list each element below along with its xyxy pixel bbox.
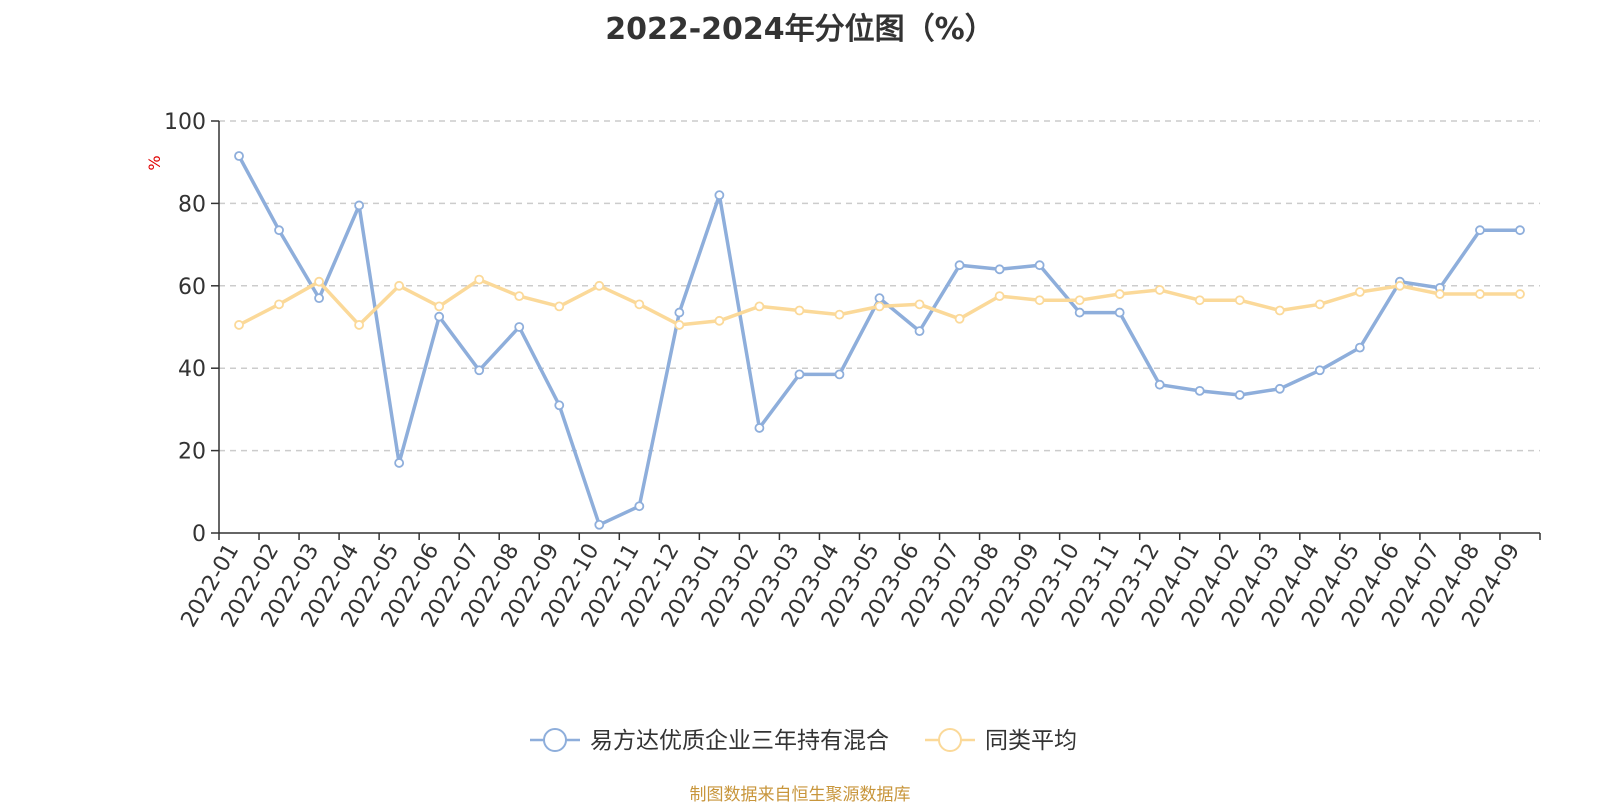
series-layer [234, 151, 1525, 530]
data-point[interactable] [1515, 225, 1525, 236]
data-point[interactable] [1475, 225, 1485, 236]
data-point[interactable] [1034, 260, 1045, 271]
data-point[interactable] [394, 458, 405, 468]
data-point[interactable] [314, 293, 324, 304]
y-tick-label: 80 [178, 192, 206, 217]
legend-item-0[interactable]: 易方达优质企业三年持有混合 [530, 728, 889, 754]
data-point[interactable] [1354, 287, 1365, 297]
data-point[interactable] [434, 311, 445, 322]
data-point[interactable] [554, 400, 565, 411]
legend-label: 易方达优质企业三年持有混合 [590, 728, 889, 754]
data-point[interactable] [1114, 289, 1125, 299]
data-point[interactable] [1435, 289, 1445, 299]
data-point[interactable] [1074, 307, 1085, 318]
data-point[interactable] [474, 365, 485, 376]
y-tick-label: 60 [178, 275, 206, 300]
data-point[interactable] [594, 519, 605, 530]
data-point[interactable] [1274, 305, 1285, 316]
data-point[interactable] [274, 225, 284, 236]
data-point[interactable] [354, 200, 365, 211]
data-point[interactable] [234, 320, 244, 330]
data-point[interactable] [1194, 295, 1205, 306]
data-point[interactable] [1475, 289, 1485, 299]
data-point[interactable] [914, 299, 925, 310]
data-point[interactable] [994, 291, 1005, 302]
chart-title: 2022-2024年分位图（%） [605, 12, 995, 47]
data-point[interactable] [394, 280, 405, 291]
data-point[interactable] [1234, 295, 1245, 306]
y-tick-label: 0 [192, 522, 206, 547]
data-point[interactable] [274, 299, 284, 310]
data-point[interactable] [794, 305, 805, 316]
data-point[interactable] [674, 307, 685, 318]
series-0 [234, 151, 1525, 530]
data-point[interactable] [1034, 295, 1045, 306]
data-point[interactable] [1194, 385, 1205, 396]
data-point[interactable] [594, 280, 605, 291]
data-point[interactable] [1074, 295, 1085, 306]
data-point[interactable] [554, 301, 565, 312]
data-point[interactable] [714, 190, 725, 201]
series-line [237, 155, 1520, 527]
data-point[interactable] [1515, 289, 1525, 299]
data-point[interactable] [1114, 307, 1125, 318]
data-point[interactable] [634, 501, 645, 512]
axes: 0204060801002022-012022-022022-032022-04… [164, 110, 1541, 632]
y-tick-label: 40 [178, 357, 206, 382]
data-point[interactable] [874, 293, 885, 304]
data-point[interactable] [874, 301, 885, 312]
gridlines [219, 120, 1540, 452]
data-point[interactable] [914, 326, 925, 337]
data-point[interactable] [1154, 379, 1165, 390]
legend[interactable]: 易方达优质企业三年持有混合 同类平均 [530, 728, 1077, 754]
data-point[interactable] [794, 369, 805, 380]
data-point[interactable] [714, 315, 725, 326]
data-point[interactable] [354, 320, 365, 330]
data-point[interactable] [474, 274, 485, 285]
data-point[interactable] [314, 276, 324, 287]
legend-marker-icon [938, 728, 962, 752]
legend-item-1[interactable]: 同类平均 [925, 728, 1077, 754]
data-point[interactable] [754, 423, 765, 433]
data-point[interactable] [1314, 365, 1325, 376]
y-tick-label: 100 [164, 110, 206, 135]
data-point[interactable] [954, 260, 965, 271]
data-point[interactable] [1154, 285, 1165, 295]
data-point[interactable] [754, 301, 765, 312]
data-point[interactable] [834, 369, 845, 380]
y-tick-label: 20 [178, 440, 206, 465]
data-point[interactable] [1274, 383, 1285, 394]
y-axis-label: % [145, 155, 164, 170]
legend-label: 同类平均 [985, 728, 1077, 754]
data-source-note: 制图数据来自恒生聚源数据库 [689, 785, 911, 805]
legend-marker-icon [543, 728, 567, 752]
data-point[interactable] [514, 322, 525, 332]
series-1 [234, 274, 1525, 330]
data-point[interactable] [1354, 342, 1365, 353]
data-point[interactable] [1314, 299, 1325, 310]
data-point[interactable] [434, 301, 445, 312]
data-point[interactable] [1234, 390, 1245, 400]
data-point[interactable] [834, 309, 845, 320]
data-point[interactable] [994, 264, 1005, 275]
data-point[interactable] [674, 320, 685, 330]
data-point[interactable] [954, 313, 965, 324]
data-point[interactable] [514, 291, 525, 302]
data-point[interactable] [234, 151, 244, 161]
data-point[interactable] [1394, 280, 1405, 291]
data-point[interactable] [634, 299, 645, 310]
